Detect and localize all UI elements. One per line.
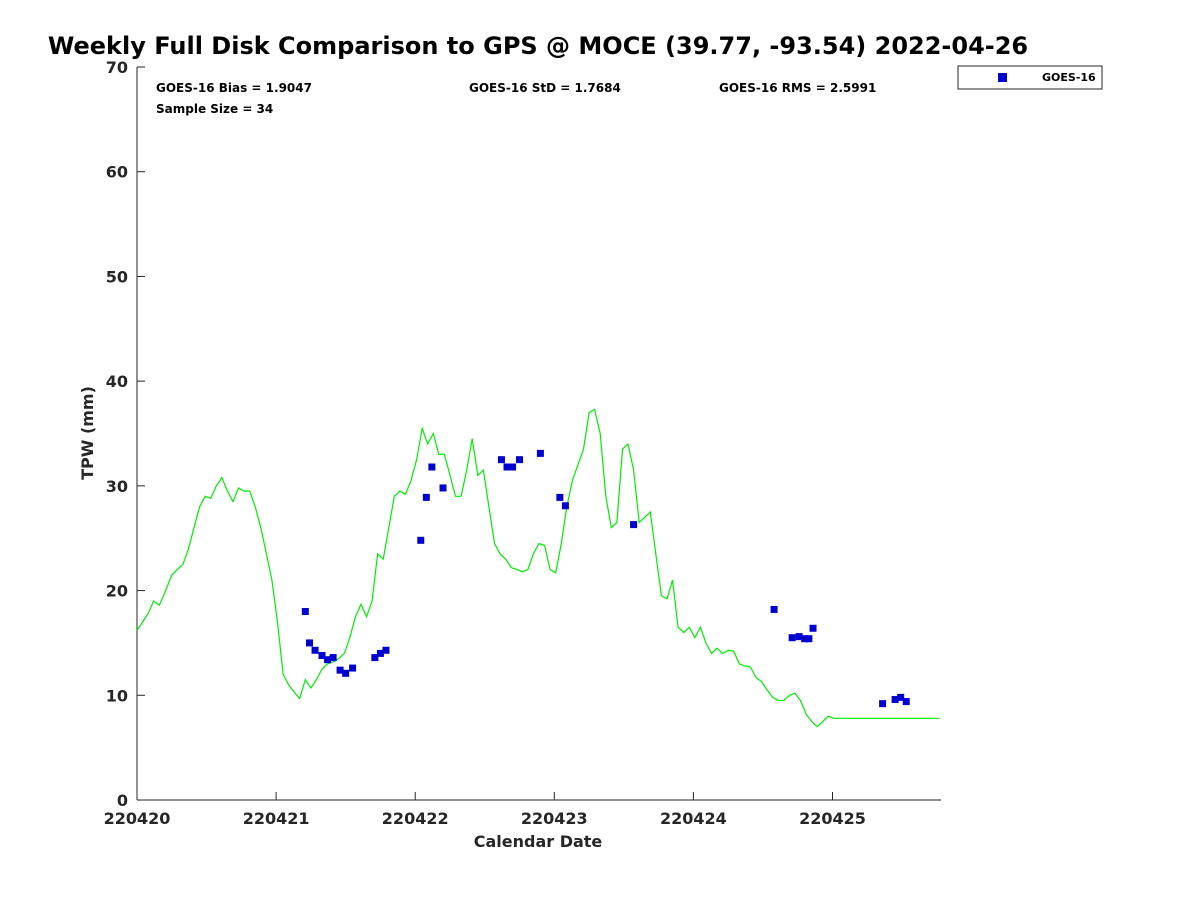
goes16-point xyxy=(318,651,326,659)
legend-label-goes16: GOES-16 xyxy=(1042,71,1096,84)
goes16-point xyxy=(509,463,517,471)
legend: GOES-16 xyxy=(957,65,1103,90)
goes16-point xyxy=(342,669,350,677)
x-axis-label: Calendar Date xyxy=(474,832,603,851)
y-tick-label: 70 xyxy=(106,58,128,77)
goes16-point xyxy=(417,536,425,544)
goes16-point xyxy=(516,456,524,464)
legend-marker-goes16 xyxy=(998,73,1007,82)
goes16-point xyxy=(301,608,309,616)
goes16-point xyxy=(439,484,447,492)
goes16-point xyxy=(349,664,357,672)
goes16-point xyxy=(801,635,809,643)
y-tick-label: 20 xyxy=(106,582,128,601)
goes16-point xyxy=(879,700,887,708)
stats-annotations: GOES-16 Bias = 1.9047 GOES-16 StD = 1.76… xyxy=(156,81,876,116)
gps-line xyxy=(136,408,940,728)
goes16-point xyxy=(336,666,344,674)
goes16-point xyxy=(305,639,313,647)
x-tick-label: 220425 xyxy=(799,809,866,828)
goes16-point xyxy=(371,654,379,662)
goes16-point xyxy=(311,646,319,654)
rms-stat: GOES-16 RMS = 2.5991 xyxy=(719,81,876,95)
goes16-point xyxy=(805,635,813,643)
x-tick-label: 220423 xyxy=(521,809,588,828)
x-axis-ticks: 220420 220421 220422 220423 220424 220425 xyxy=(104,792,866,828)
goes16-point xyxy=(536,449,544,457)
x-tick-label: 220422 xyxy=(382,809,449,828)
goes16-point xyxy=(503,463,511,471)
goes16-point xyxy=(324,656,332,664)
legend-box xyxy=(957,65,1103,90)
chart-title: Weekly Full Disk Comparison to GPS @ MOC… xyxy=(48,32,1028,60)
goes16-point xyxy=(561,502,569,510)
y-tick-label: 30 xyxy=(106,477,128,496)
y-axis-ticks: 0 10 20 30 40 50 60 70 xyxy=(106,58,145,810)
goes16-point xyxy=(428,463,436,471)
y-tick-label: 0 xyxy=(117,791,128,810)
x-tick-label: 220421 xyxy=(243,809,310,828)
goes16-point xyxy=(788,634,796,642)
goes16-point xyxy=(630,521,638,529)
std-stat: GOES-16 StD = 1.7684 xyxy=(469,81,621,95)
y-tick-label: 60 xyxy=(106,163,128,182)
y-axis-label: TPW (mm) xyxy=(78,386,97,480)
goes16-point xyxy=(556,493,564,501)
plot-area xyxy=(136,67,941,801)
y-tick-label: 40 xyxy=(106,372,128,391)
y-tick-label: 10 xyxy=(106,686,128,705)
sample-size-stat: Sample Size = 34 xyxy=(156,102,273,116)
bias-stat: GOES-16 Bias = 1.9047 xyxy=(156,81,312,95)
goes16-point xyxy=(382,646,390,654)
goes16-point xyxy=(795,633,803,641)
plot-background xyxy=(137,67,941,800)
gps-series xyxy=(136,408,940,728)
goes16-point xyxy=(422,493,430,501)
goes16-point xyxy=(897,693,905,701)
goes16-series xyxy=(301,449,910,708)
x-tick-label: 220420 xyxy=(104,809,171,828)
y-tick-label: 50 xyxy=(106,267,128,286)
goes16-point xyxy=(329,654,337,662)
goes16-point xyxy=(497,456,505,464)
goes16-point xyxy=(770,605,778,613)
x-tick-label: 220424 xyxy=(660,809,727,828)
goes16-point xyxy=(376,649,384,657)
goes16-point xyxy=(809,624,817,632)
goes16-point xyxy=(891,695,899,703)
goes16-point xyxy=(902,698,910,706)
